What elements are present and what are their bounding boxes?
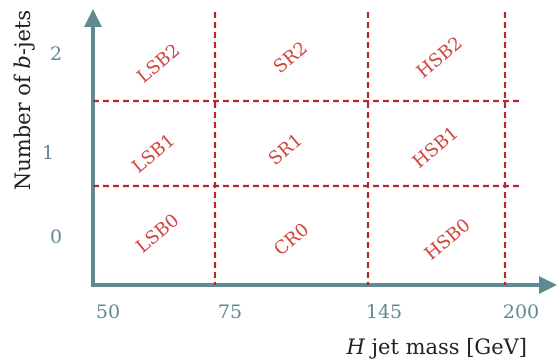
region-hsb2: HSB2 xyxy=(413,33,467,83)
y-tick-1: 1 xyxy=(42,142,54,164)
x-axis-title-variable: H xyxy=(346,335,366,359)
y-tick-0: 0 xyxy=(50,226,62,248)
x-tick-75: 75 xyxy=(218,301,242,323)
region-sr1: SR1 xyxy=(265,130,307,170)
region-cr0: CR0 xyxy=(270,219,313,260)
y-axis-title-prefix: Number of xyxy=(11,69,35,191)
x-tick-200: 200 xyxy=(503,301,539,323)
region-sr2: SR2 xyxy=(270,38,312,78)
x-axis-title-text: jet mass [GeV] xyxy=(365,335,527,359)
y-axis-title: Number of b-jets xyxy=(11,10,35,190)
y-axis-arrow-icon xyxy=(84,9,102,27)
y-axis-title-suffix: -jets xyxy=(11,10,35,55)
region-lsb1: LSB1 xyxy=(128,130,179,178)
region-hsb1: HSB1 xyxy=(409,123,463,173)
y-axis-title-variable: b xyxy=(11,55,35,68)
y-tick-2: 2 xyxy=(50,43,62,65)
region-lsb2: LSB2 xyxy=(133,40,184,88)
x-tick-50: 50 xyxy=(96,301,120,323)
region-hsb0: HSB0 xyxy=(421,215,475,265)
region-lsb0: LSB0 xyxy=(132,210,183,258)
x-axis-arrow-icon xyxy=(539,276,557,294)
x-axis-title: H jet mass [GeV] xyxy=(346,335,527,359)
x-tick-145: 145 xyxy=(366,301,402,323)
